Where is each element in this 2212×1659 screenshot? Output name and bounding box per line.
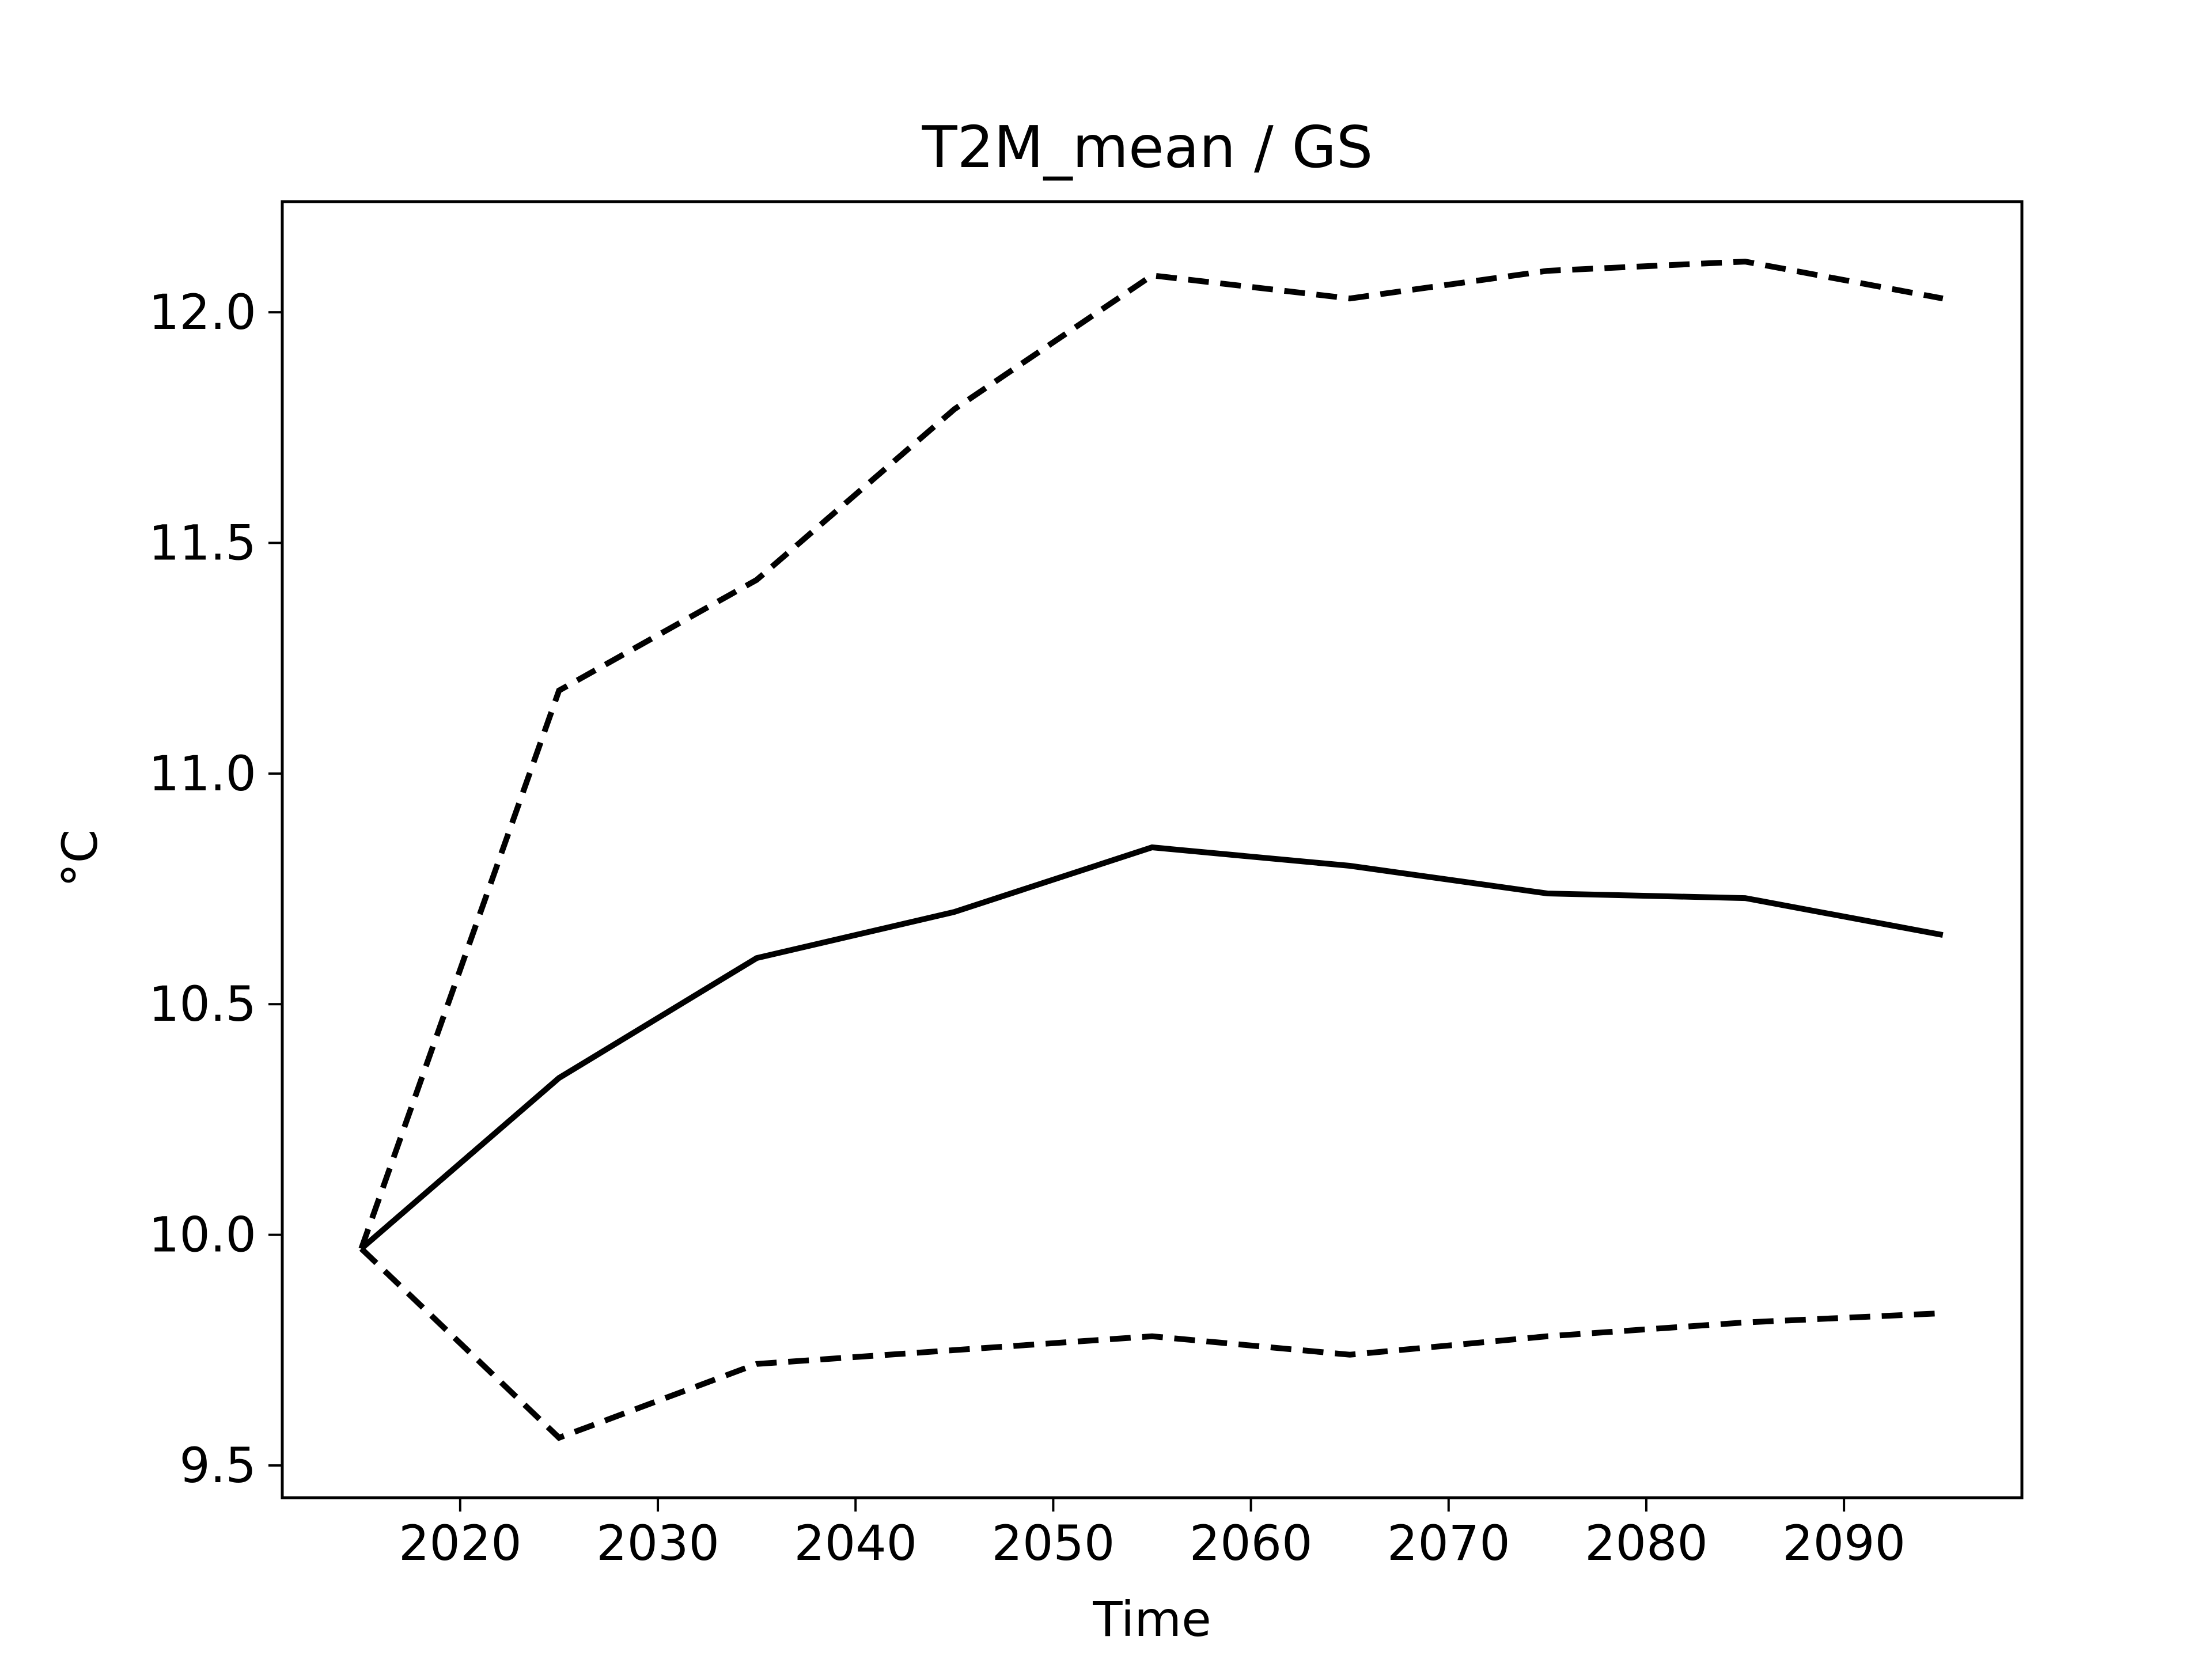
- y-tick-label: 9.5: [179, 1437, 256, 1494]
- x-tick-label: 2060: [1190, 1515, 1313, 1571]
- chart-title: T2M_mean / GS: [922, 113, 1373, 181]
- x-tick-label: 2080: [1585, 1515, 1708, 1571]
- y-axis-ticks: 9.5 10.0 10.5 11.0 11.5 12.0: [149, 284, 282, 1494]
- x-axis-label: Time: [1092, 1591, 1211, 1647]
- x-tick-label: 2050: [992, 1515, 1115, 1571]
- plot-frame: [281, 200, 2024, 1499]
- x-tick-label: 2020: [399, 1515, 522, 1571]
- series-line-3: [359, 1247, 1943, 1441]
- series-lines: [358, 259, 1944, 1441]
- y-tick-label: 10.0: [149, 1207, 256, 1263]
- y-tick-label: 11.5: [149, 515, 256, 571]
- x-tick-label: 2030: [596, 1515, 719, 1571]
- y-axis-label: °C: [52, 830, 108, 888]
- y-tick-label: 12.0: [149, 284, 256, 340]
- x-axis-ticks: 2020 2030 2040 2050 2060 2070 2080 2090: [399, 1498, 1906, 1571]
- y-tick-label: 10.5: [149, 976, 256, 1032]
- x-tick-label: 2040: [794, 1515, 917, 1571]
- x-tick-label: 2070: [1387, 1515, 1510, 1571]
- x-tick-label: 2090: [1782, 1515, 1906, 1571]
- y-tick-label: 11.0: [149, 745, 256, 802]
- series-line-2: [358, 259, 1944, 1250]
- series-line-1: [359, 844, 1944, 1251]
